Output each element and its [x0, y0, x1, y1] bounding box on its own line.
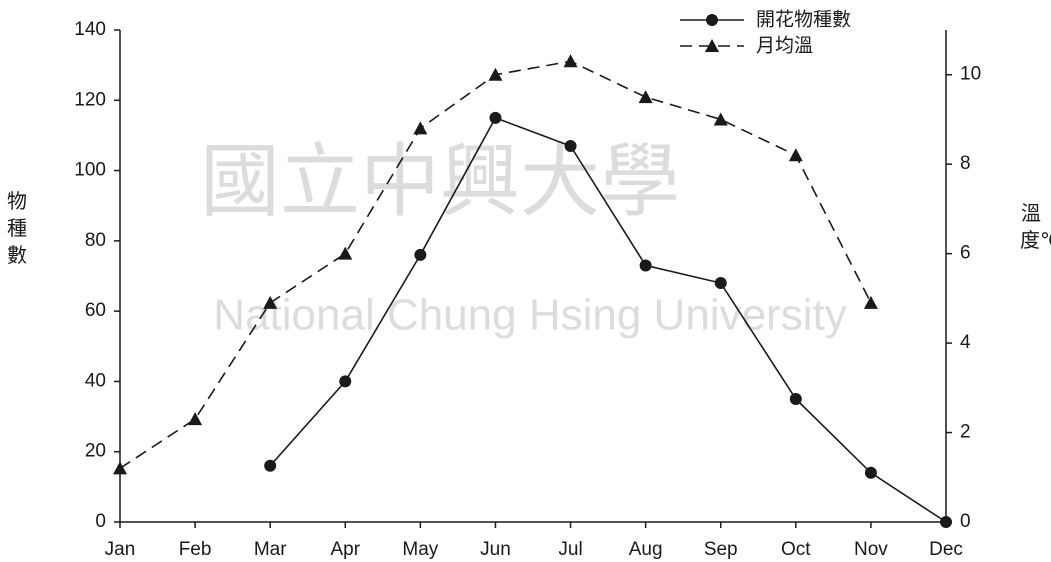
x-tick-label: Sep [704, 539, 738, 560]
x-tick-label: Jan [105, 539, 136, 560]
point [339, 375, 352, 388]
point [488, 67, 503, 81]
x-tick-label: Jun [480, 539, 511, 560]
point [414, 248, 427, 261]
y-tick-label: 60 [85, 300, 106, 321]
y-tick-label: 80 [85, 230, 106, 251]
point [413, 121, 428, 135]
point [489, 111, 502, 124]
point [263, 295, 278, 309]
x-tick-label: May [402, 539, 438, 560]
point [713, 112, 728, 126]
point [863, 295, 878, 309]
point [788, 148, 803, 162]
point [714, 277, 727, 290]
legend-marker [706, 14, 718, 26]
x-tick-label: Nov [854, 539, 888, 560]
y-tick-label: 40 [85, 370, 106, 391]
legend-label: 月均溫 [756, 35, 813, 57]
point [638, 90, 653, 104]
y2-tick-label: 10 [960, 64, 981, 85]
x-tick-label: Aug [629, 539, 663, 560]
point [338, 246, 353, 260]
series-line [269, 116, 947, 523]
point [563, 54, 578, 68]
watermark: 國立中興大學 [200, 135, 680, 228]
legend-marker [705, 39, 719, 52]
y2-tick-label: 0 [960, 511, 971, 532]
y-tick-label: 120 [74, 89, 106, 110]
point [940, 516, 952, 528]
y2-axis-label: 溫度℃ [1020, 201, 1051, 252]
point [789, 393, 802, 405]
x-tick-label: Oct [781, 539, 811, 560]
point [864, 466, 877, 479]
x-tick-label: Feb [179, 539, 212, 560]
x-tick-label: Dec [929, 539, 963, 560]
point [264, 459, 277, 472]
x-tick-label: Mar [254, 539, 287, 560]
y-tick-label: 100 [74, 160, 106, 181]
y2-tick-label: 6 [960, 243, 971, 264]
point [564, 139, 577, 152]
point [113, 461, 127, 475]
x-tick-label: Jul [558, 539, 582, 560]
y-tick-label: 140 [74, 19, 106, 40]
point [188, 412, 203, 426]
point [639, 259, 652, 272]
y-tick-label: 0 [95, 511, 106, 532]
y2-tick-label: 2 [960, 422, 971, 443]
y2-tick-label: 8 [960, 153, 971, 174]
y2-tick-label: 4 [960, 332, 971, 353]
x-tick-label: Apr [330, 539, 360, 560]
y-tick-label: 20 [85, 441, 106, 462]
legend-label: 開花物種數 [756, 9, 851, 31]
y-axis-label: 物種數 [7, 189, 27, 267]
